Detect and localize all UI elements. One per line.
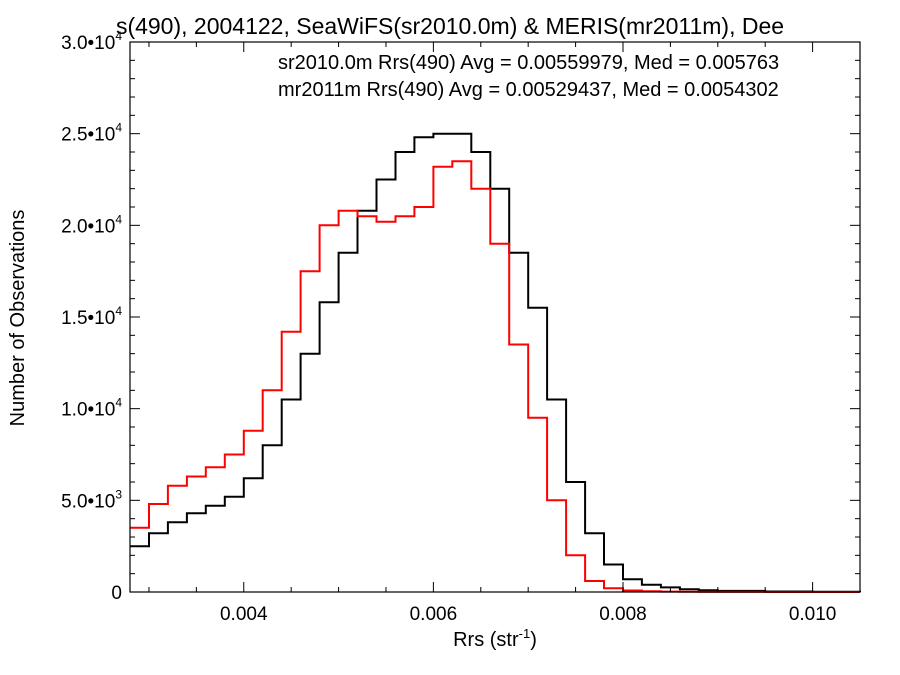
y-tick-mantissa: 1.5•10: [61, 308, 115, 329]
y-tick-mantissa: 5.0•10: [61, 491, 115, 512]
y-tick-exponent: 3: [115, 487, 122, 501]
legend-entry-mr2011: mr2011m Rrs(490) Avg = 0.00529437, Med =…: [278, 79, 779, 101]
y-tick-mantissa: 2.0•10: [61, 216, 115, 237]
y-tick-label: 5.0•103: [61, 487, 122, 512]
y-tick-exponent: 4: [115, 212, 122, 226]
x-axis-label-main: Rrs (str: [453, 629, 519, 651]
x-axis-label: Rrs (str-1): [453, 626, 537, 651]
legend: sr2010.0m Rrs(490) Avg = 0.00559979, Med…: [278, 52, 779, 101]
y-tick-mantissa: 2.5•10: [61, 125, 115, 146]
y-tick-label: 1.0•104: [61, 396, 122, 421]
y-tick-label: 2.0•104: [61, 212, 122, 237]
x-tick-label: 0.008: [599, 604, 647, 625]
x-tick-label: 0.006: [410, 604, 458, 625]
y-axis-ticks: 05.0•1031.0•1041.5•1042.0•1042.5•1043.0•…: [61, 29, 860, 604]
y-tick-label: 3.0•104: [61, 29, 122, 54]
plot-frame: [129, 41, 861, 593]
svg-text:Number of Observations: Number of Observations: [7, 210, 29, 427]
y-tick-label: 0: [111, 583, 122, 604]
x-axis-label-suffix: ): [530, 629, 537, 651]
y-tick-label: 2.5•104: [61, 121, 122, 146]
y-tick-label: 1.5•104: [61, 304, 122, 329]
y-tick-exponent: 4: [115, 29, 122, 43]
y-tick-mantissa: 3.0•10: [61, 33, 115, 54]
y-tick-exponent: 4: [115, 304, 122, 318]
series-line-1: [130, 160, 860, 593]
y-tick-mantissa: 0: [111, 583, 122, 604]
y-axis-label: Number of Observations: [7, 210, 29, 427]
x-axis-ticks: 0.004 0.006 0.008 0.010: [148, 42, 861, 625]
x-tick-label: 0.004: [220, 604, 268, 625]
series-group: [130, 132, 861, 593]
legend-entry-sr2010: sr2010.0m Rrs(490) Avg = 0.00559979, Med…: [278, 52, 779, 74]
x-tick-label: 0.010: [789, 604, 837, 625]
y-tick-mantissa: 1.0•10: [61, 400, 115, 421]
y-tick-exponent: 4: [115, 396, 122, 410]
series-line-0: [130, 132, 861, 593]
x-axis-label-exponent: -1: [519, 626, 531, 641]
y-tick-exponent: 4: [115, 121, 122, 135]
chart-title: s(490), 2004122, SeaWiFS(sr2010.0m) & ME…: [116, 13, 784, 39]
